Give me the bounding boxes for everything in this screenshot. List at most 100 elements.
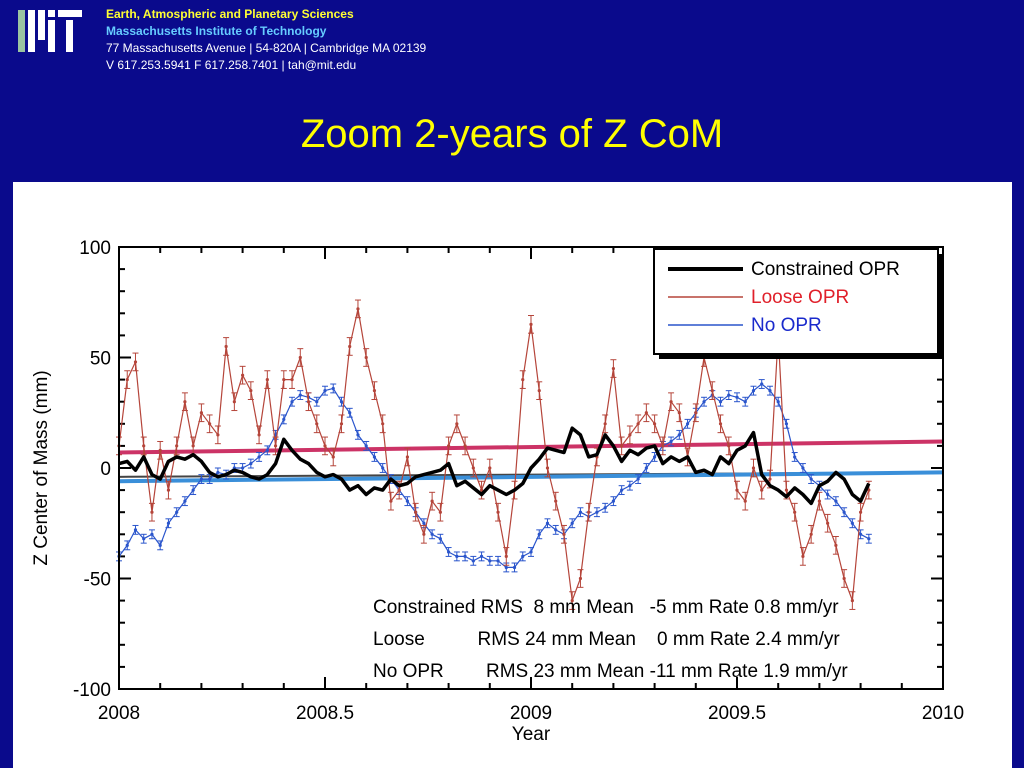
data-point xyxy=(346,407,353,418)
data-point xyxy=(445,436,452,456)
data-point xyxy=(305,392,312,412)
data-point xyxy=(717,396,724,407)
x-tick-label: 2008 xyxy=(98,703,140,724)
data-point xyxy=(701,396,708,407)
data-point xyxy=(865,533,872,544)
data-point xyxy=(173,507,180,518)
data-point xyxy=(775,396,782,407)
data-point xyxy=(437,502,444,522)
data-point xyxy=(148,502,155,522)
data-point xyxy=(289,370,296,389)
data-point xyxy=(528,547,534,557)
data-point xyxy=(247,381,254,400)
data-point xyxy=(148,529,155,540)
data-point xyxy=(841,507,848,518)
data-point xyxy=(758,379,765,389)
data-point xyxy=(379,414,386,434)
data-point xyxy=(544,458,551,478)
data-point xyxy=(297,390,304,400)
data-point xyxy=(247,458,254,469)
data-point xyxy=(420,524,427,544)
institute-name: Massachusetts Institute of Technology xyxy=(106,24,327,38)
data-point xyxy=(849,518,856,529)
series-group xyxy=(118,426,871,506)
data-point xyxy=(157,540,164,551)
data-point xyxy=(758,480,765,500)
data-point xyxy=(132,352,139,372)
data-point xyxy=(766,385,773,396)
mit-logo xyxy=(18,10,82,52)
data-point xyxy=(808,474,815,484)
data-point xyxy=(519,551,526,562)
data-point xyxy=(832,536,839,555)
data-point xyxy=(486,458,493,478)
data-point xyxy=(799,463,806,473)
trend-line xyxy=(118,439,944,455)
plot-panel: 100 50 0 -50 -100 2008 2008.5 2009 2009.5 2010 Z … xyxy=(13,182,1012,768)
data-point xyxy=(750,385,757,396)
x-axis-label: Year xyxy=(512,724,551,745)
data-point xyxy=(264,445,271,456)
data-point xyxy=(181,496,188,507)
data-point xyxy=(256,452,263,462)
stats-line: No OPR RMS 23 mm Mean -11 mm Rate 1.9 mm… xyxy=(373,661,848,682)
data-point xyxy=(635,414,642,434)
data-point xyxy=(495,502,502,522)
data-point xyxy=(750,458,757,478)
data-point xyxy=(453,551,460,562)
data-point xyxy=(651,452,658,462)
data-point xyxy=(536,529,543,540)
y-tick-label: 100 xyxy=(79,238,111,259)
data-point xyxy=(651,414,658,434)
data-point xyxy=(140,533,147,544)
data-point xyxy=(173,436,180,456)
data-point xyxy=(140,436,147,456)
data-point xyxy=(206,414,213,434)
data-point xyxy=(610,359,617,378)
data-point xyxy=(684,418,691,429)
x-tick-label: 2009 xyxy=(510,703,552,724)
stats-annotations: Constrained RMS 8 mm Mean -5 mm Rate 0.8… xyxy=(373,597,848,682)
data-point xyxy=(626,480,633,491)
data-point xyxy=(445,547,452,557)
data-point xyxy=(626,425,633,445)
data-point xyxy=(231,392,238,412)
y-axis-label: Z Center of Mass (mm) xyxy=(31,370,52,565)
data-point xyxy=(198,403,205,423)
header-block: Earth, Atmospheric and Planetary Science… xyxy=(106,6,426,74)
data-point xyxy=(280,370,287,389)
data-point xyxy=(486,555,493,566)
data-point xyxy=(791,452,798,462)
data-point xyxy=(198,474,205,484)
data-point xyxy=(742,491,749,511)
data-point xyxy=(272,436,279,456)
x-tick-label: 2010 xyxy=(922,703,964,724)
data-point xyxy=(453,414,460,434)
data-point xyxy=(709,381,716,400)
data-point xyxy=(569,518,576,529)
legend-label: Constrained OPR xyxy=(751,259,900,280)
data-point xyxy=(338,414,345,434)
data-point xyxy=(511,562,518,573)
data-point xyxy=(157,440,164,460)
data-point xyxy=(354,299,361,319)
data-point xyxy=(354,429,361,440)
legend-label: Loose OPR xyxy=(751,287,849,308)
data-point xyxy=(190,485,197,496)
series-line xyxy=(118,426,871,506)
data-point xyxy=(330,447,337,467)
data-point xyxy=(214,425,221,445)
data-point xyxy=(544,518,551,529)
data-point xyxy=(824,489,831,500)
data-point xyxy=(668,436,675,447)
data-point xyxy=(404,447,411,467)
series-group xyxy=(116,299,872,610)
data-point xyxy=(725,390,732,400)
data-point xyxy=(643,403,650,423)
data-point xyxy=(379,463,386,473)
data-point xyxy=(602,502,609,513)
data-point xyxy=(536,381,543,400)
data-point xyxy=(725,436,732,456)
series-line xyxy=(118,308,870,602)
